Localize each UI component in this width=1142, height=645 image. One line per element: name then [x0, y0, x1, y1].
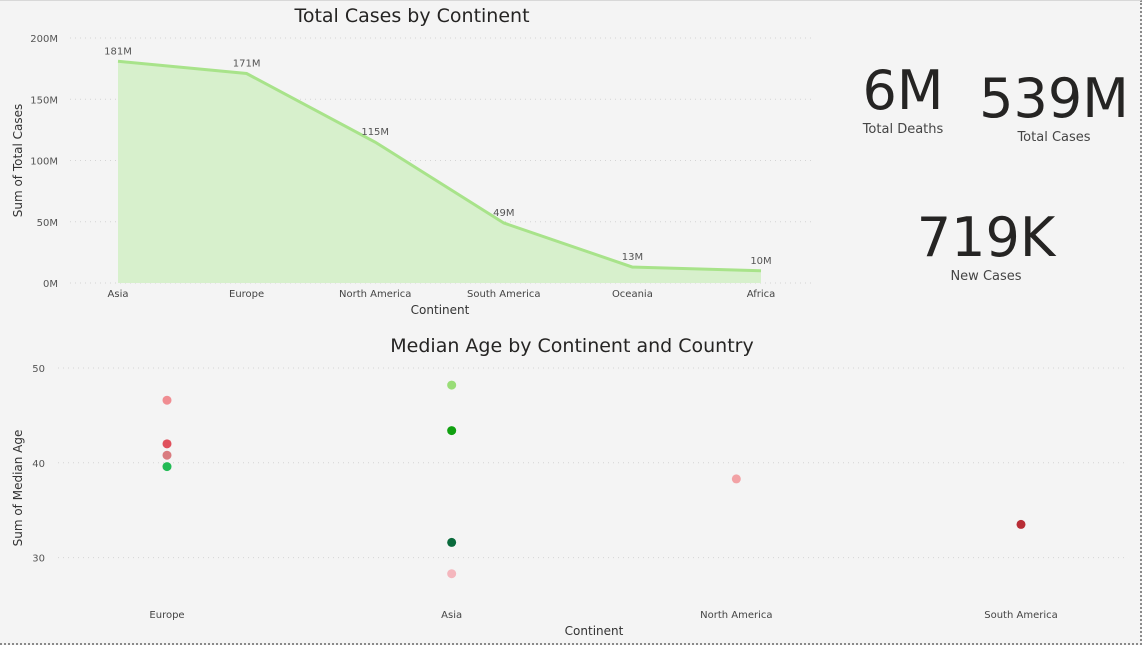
data-label: 171M	[233, 59, 261, 70]
kpi-label: New Cases	[950, 269, 1022, 284]
median-age-scatter-chart[interactable]: Median Age by Continent and Country 30 40 5…	[0, 330, 1130, 640]
area-fill	[118, 61, 761, 284]
kpi-value: 539M	[979, 67, 1129, 130]
kpi-label: Total Deaths	[862, 122, 944, 137]
y-tick-label: 50M	[37, 218, 58, 229]
data-label: 181M	[104, 46, 132, 57]
data-point	[447, 569, 457, 579]
x-tick-label: South America	[467, 289, 541, 300]
y-tick-label: 40	[32, 459, 45, 470]
data-point	[447, 380, 457, 390]
y-tick-label: 150M	[30, 95, 58, 106]
x-tick-label: Asia	[441, 610, 462, 621]
x-tick-label: South America	[984, 610, 1058, 621]
kpi-value: 719K	[916, 206, 1056, 269]
data-label: 115M	[361, 127, 389, 138]
kpi-new-cases[interactable]: 719K New Cases	[911, 206, 1061, 285]
x-axis-title: Continent	[565, 624, 624, 638]
data-label: 10M	[750, 256, 771, 267]
y-tick-label: 0M	[43, 279, 58, 290]
data-label: 13M	[622, 252, 643, 263]
kpi-label: Total Cases	[1017, 130, 1091, 145]
kpi-value: 6M	[862, 59, 944, 122]
kpi-total-deaths[interactable]: 6M Total Deaths	[843, 59, 963, 138]
x-tick-label: Europe	[229, 289, 264, 300]
y-tick-label: 30	[32, 554, 45, 565]
data-point	[447, 537, 457, 547]
x-tick-label: Africa	[747, 289, 776, 300]
y-tick-label: 100M	[30, 157, 58, 168]
data-point	[447, 426, 457, 436]
data-point	[162, 395, 172, 405]
total-cases-area-chart[interactable]: Total Cases by Continent 0M 50M 100M 150M 200…	[0, 0, 830, 325]
x-tick-label: Oceania	[612, 289, 653, 300]
series-line	[117, 59, 762, 273]
y-tick-label: 200M	[30, 34, 58, 45]
y-axis-title: Sum of Total Cases	[11, 104, 25, 218]
kpi-total-cases[interactable]: 539M Total Cases	[979, 67, 1129, 146]
x-tick-label: North America	[339, 289, 411, 300]
data-point	[162, 439, 172, 449]
data-point	[162, 450, 172, 460]
x-axis-title: Continent	[411, 303, 470, 317]
data-point	[1016, 519, 1026, 529]
y-tick-label: 50	[32, 364, 45, 375]
data-point	[731, 474, 741, 484]
x-tick-label: Europe	[149, 610, 184, 621]
chart-title: Total Cases by Continent	[293, 5, 529, 27]
chart-title: Median Age by Continent and Country	[390, 335, 753, 357]
x-tick-label: North America	[700, 610, 772, 621]
x-tick-label: Asia	[108, 289, 129, 300]
data-label: 49M	[493, 208, 514, 219]
y-axis-title: Sum of Median Age	[11, 430, 25, 547]
data-point	[162, 462, 172, 472]
